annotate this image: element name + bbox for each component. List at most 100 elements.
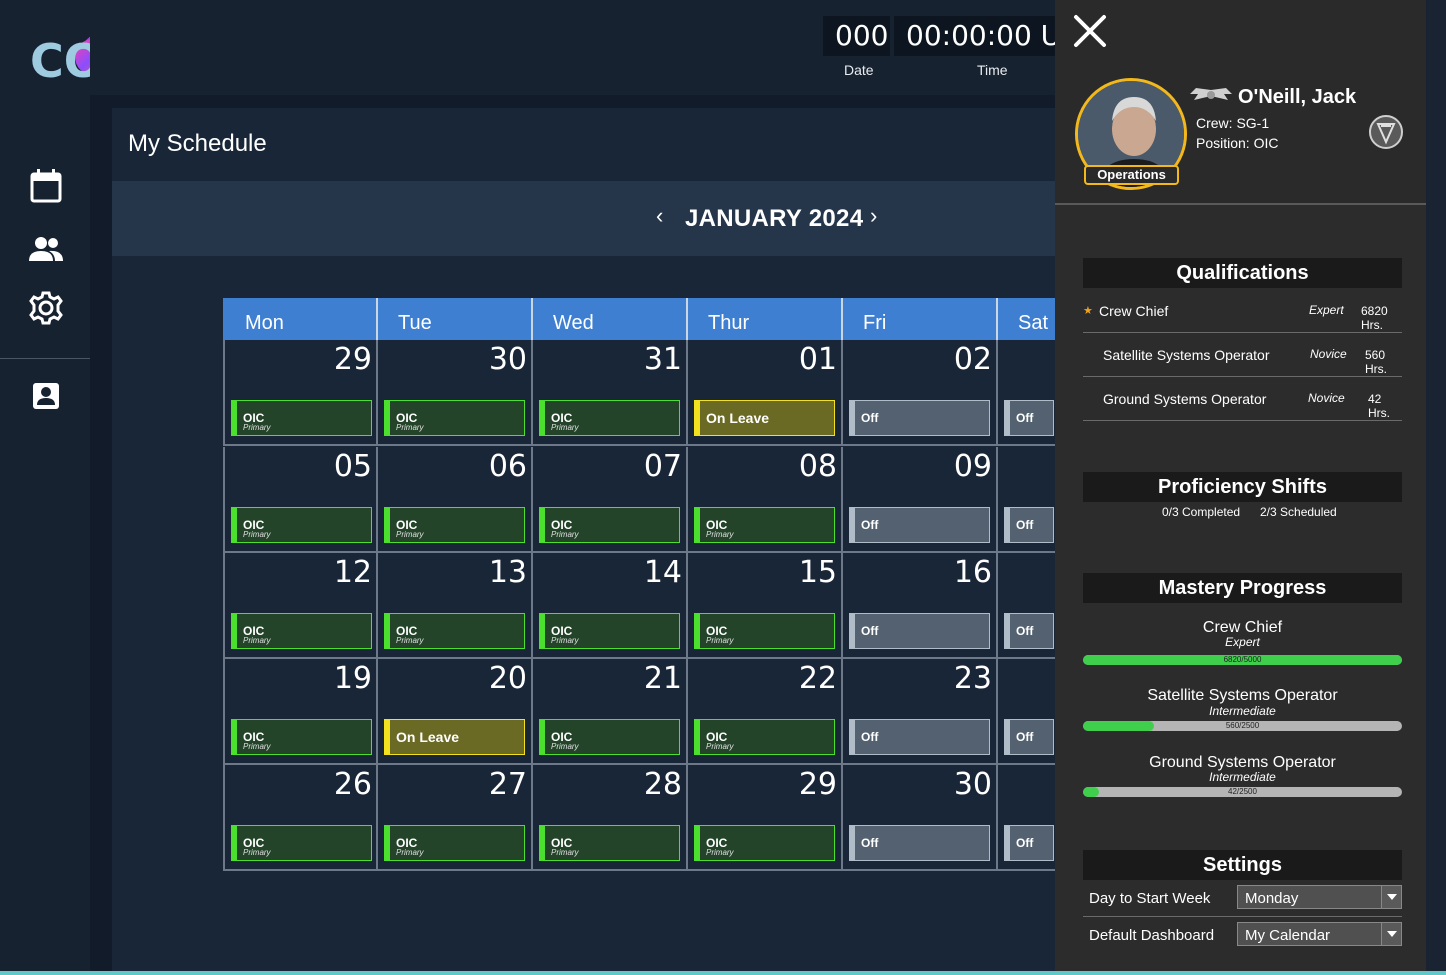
role-badge: Operations — [1084, 165, 1179, 185]
settings-header: Settings — [1083, 850, 1402, 880]
calendar-day[interactable]: Off — [998, 553, 1055, 659]
mastery-level: Intermediate — [1209, 704, 1276, 718]
calendar-day[interactable]: Off — [998, 765, 1055, 871]
day-number: 16 — [953, 555, 992, 590]
calendar-day[interactable]: 05 OIC Primary — [223, 447, 378, 553]
calendar-day[interactable]: 29 OIC Primary — [688, 765, 843, 871]
shift-label: Off — [1016, 836, 1034, 850]
calendar-day[interactable]: 22 OIC Primary — [688, 659, 843, 765]
start-week-select[interactable]: Monday — [1237, 885, 1402, 909]
off-chip[interactable]: Off — [849, 719, 990, 755]
calendar-day[interactable]: 29 OIC Primary — [223, 340, 378, 446]
calendar-day[interactable]: 31 OIC Primary — [533, 340, 688, 446]
calendar-day[interactable]: 26 OIC Primary — [223, 765, 378, 871]
shift-chip[interactable]: OIC Primary — [539, 719, 680, 755]
shift-role: Primary — [551, 848, 579, 857]
day-number: 30 — [488, 342, 527, 377]
shift-chip[interactable]: OIC Primary — [539, 507, 680, 543]
shift-chip[interactable]: OIC Primary — [694, 613, 835, 649]
calendar-day[interactable]: 19 OIC Primary — [223, 659, 378, 765]
day-header-tue: Tue — [378, 298, 533, 340]
leave-chip[interactable]: On Leave — [694, 400, 835, 436]
calendar-day[interactable]: 27 OIC Primary — [378, 765, 533, 871]
shift-role: Primary — [551, 530, 579, 539]
shift-label: Off — [861, 624, 879, 638]
day-header-thur: Thur — [688, 298, 843, 340]
setting-label: Day to Start Week — [1089, 890, 1211, 907]
mastery-progress-fill — [1083, 787, 1099, 797]
time-display: 00:00:00 UTC — [894, 16, 1055, 56]
off-chip[interactable]: Off — [849, 400, 990, 436]
shift-chip[interactable]: OIC Primary — [694, 719, 835, 755]
nav-settings[interactable] — [28, 290, 64, 326]
calendar-day[interactable]: Off — [998, 340, 1055, 446]
default-dashboard-select[interactable]: My Calendar — [1237, 922, 1402, 946]
calendar-day[interactable]: Off — [998, 447, 1055, 553]
shift-chip[interactable]: OIC Primary — [384, 825, 525, 861]
nav-contacts[interactable] — [28, 378, 64, 414]
off-chip[interactable]: Off — [1004, 825, 1054, 861]
shift-chip[interactable]: OIC Primary — [231, 825, 372, 861]
mastery-progress-label: 6820/5000 — [1223, 655, 1262, 664]
shift-chip[interactable]: OIC Primary — [539, 825, 680, 861]
off-chip[interactable]: Off — [1004, 613, 1054, 649]
shift-label: Off — [861, 518, 879, 532]
shift-label: OIC — [551, 518, 573, 532]
setting-label: Default Dashboard — [1089, 927, 1215, 944]
shift-chip[interactable]: OIC Primary — [539, 613, 680, 649]
calendar-day[interactable]: 20 On Leave — [378, 659, 533, 765]
shift-chip[interactable]: OIC Primary — [384, 507, 525, 543]
shift-chip[interactable]: OIC Primary — [384, 400, 525, 436]
day-number: 29 — [333, 342, 372, 377]
shift-chip[interactable]: OIC Primary — [231, 507, 372, 543]
calendar-day[interactable]: 21 OIC Primary — [533, 659, 688, 765]
shift-chip[interactable]: OIC Primary — [231, 719, 372, 755]
shift-label: OIC — [243, 624, 265, 638]
day-header-label: Wed — [553, 312, 594, 334]
off-chip[interactable]: Off — [849, 507, 990, 543]
calendar-day[interactable]: 15 OIC Primary — [688, 553, 843, 659]
calendar-day[interactable]: Off — [998, 659, 1055, 765]
shift-label: Off — [1016, 411, 1034, 425]
calendar-day[interactable]: 30 OIC Primary — [378, 340, 533, 446]
calendar-day[interactable]: 16 Off — [843, 553, 998, 659]
month-navigation: ‹ JANUARY 2024 › — [112, 181, 1055, 256]
off-chip[interactable]: Off — [1004, 507, 1054, 543]
shift-chip[interactable]: OIC Primary — [539, 400, 680, 436]
calendar-day[interactable]: 30 Off — [843, 765, 998, 871]
calendar-day[interactable]: 02 Off — [843, 340, 998, 446]
calendar-day[interactable]: 07 OIC Primary — [533, 447, 688, 553]
next-month-button[interactable]: › — [870, 203, 878, 228]
calendar-day[interactable]: 08 OIC Primary — [688, 447, 843, 553]
calendar-day[interactable]: 13 OIC Primary — [378, 553, 533, 659]
calendar-grid: Mon Tue Wed Thur Fri Sat 29 OIC Primary 30 OIC Prim… — [223, 298, 1055, 871]
close-button[interactable] — [1071, 12, 1109, 50]
gear-icon — [29, 291, 63, 325]
prev-month-button[interactable]: ‹ — [656, 203, 664, 228]
off-chip[interactable]: Off — [849, 825, 990, 861]
calendar-day[interactable]: 23 Off — [843, 659, 998, 765]
nav-calendar[interactable] — [28, 168, 64, 204]
calendar-day[interactable]: 06 OIC Primary — [378, 447, 533, 553]
shift-label: OIC — [551, 624, 573, 638]
shift-chip[interactable]: OIC Primary — [231, 400, 372, 436]
shift-chip[interactable]: OIC Primary — [694, 825, 835, 861]
qualifications-header: Qualifications — [1083, 258, 1402, 288]
shift-chip[interactable]: OIC Primary — [384, 613, 525, 649]
calendar-day[interactable]: 09 Off — [843, 447, 998, 553]
calendar-day[interactable]: 01 On Leave — [688, 340, 843, 446]
shift-chip[interactable]: OIC Primary — [694, 507, 835, 543]
shift-chip[interactable]: OIC Primary — [231, 613, 372, 649]
off-chip[interactable]: Off — [1004, 400, 1054, 436]
off-chip[interactable]: Off — [849, 613, 990, 649]
leave-chip[interactable]: On Leave — [384, 719, 525, 755]
calendar-day[interactable]: 28 OIC Primary — [533, 765, 688, 871]
shift-label: OIC — [243, 730, 265, 744]
profile-header: Operations O'Neill, Jack Crew: SG-1 Posi… — [1055, 0, 1426, 205]
contact-card-icon — [33, 383, 59, 409]
calendar-day[interactable]: 14 OIC Primary — [533, 553, 688, 659]
calendar-day[interactable]: 12 OIC Primary — [223, 553, 378, 659]
qualification-hours: 6820 Hrs. — [1361, 304, 1388, 332]
off-chip[interactable]: Off — [1004, 719, 1054, 755]
nav-crew[interactable] — [28, 231, 64, 267]
